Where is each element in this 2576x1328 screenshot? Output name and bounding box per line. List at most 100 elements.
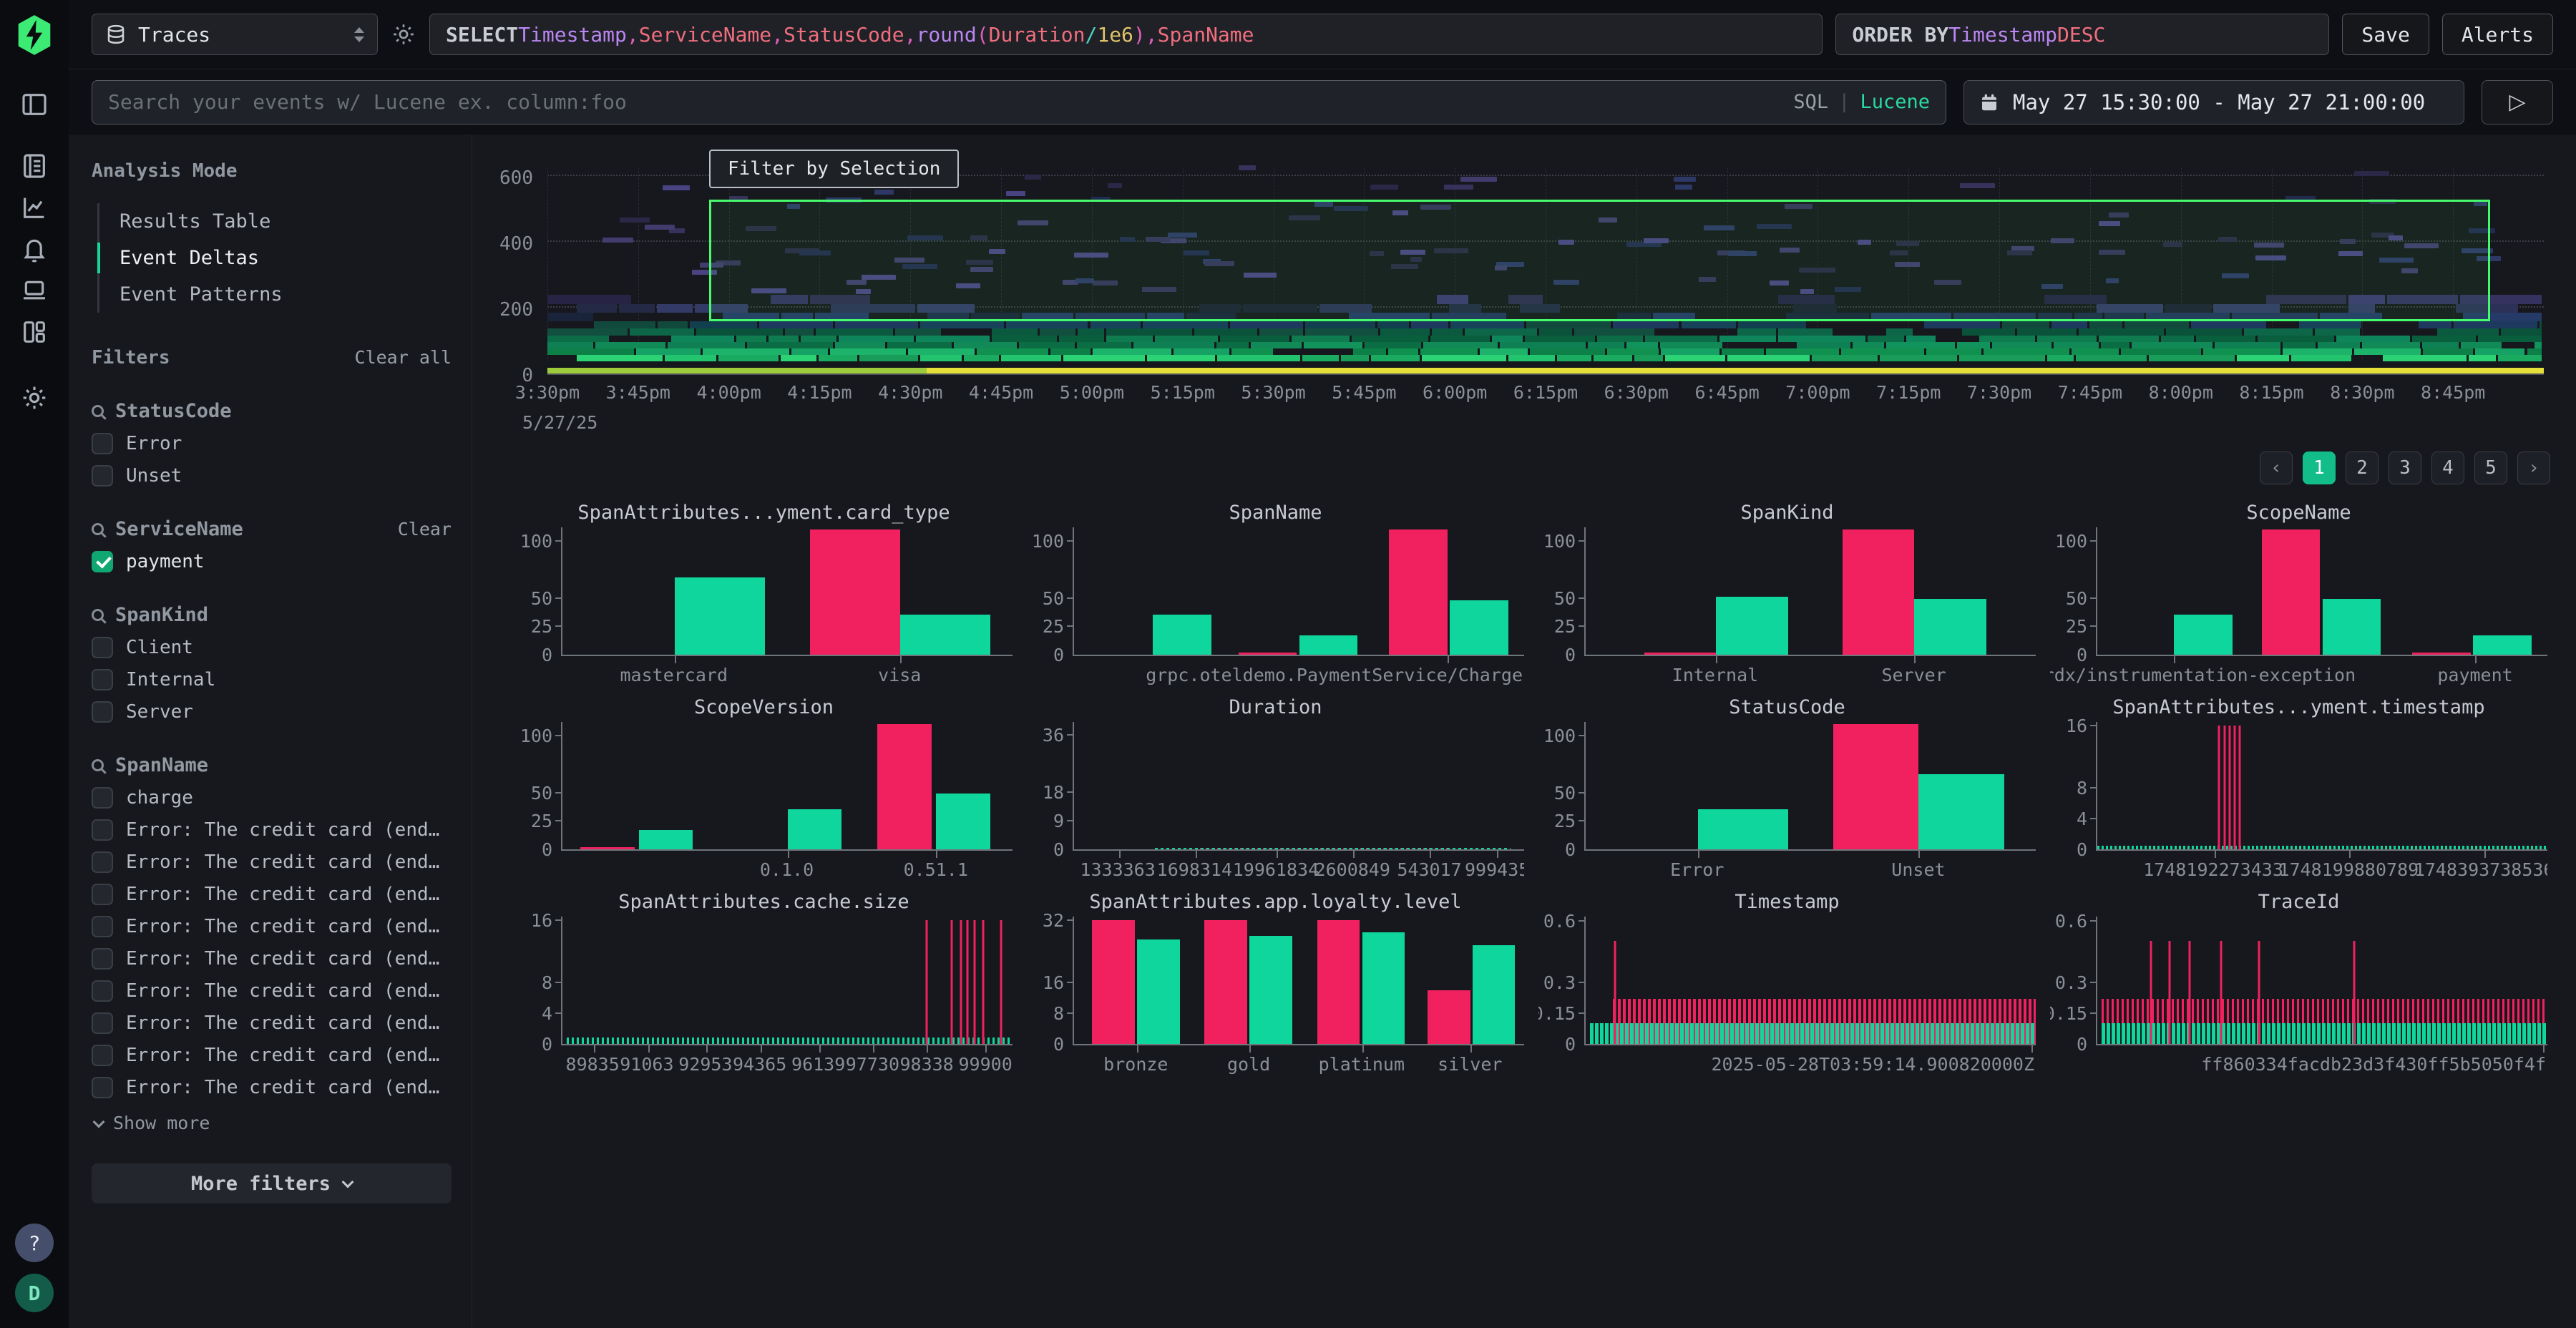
filter-checkbox[interactable] xyxy=(92,787,113,809)
app-logo-icon[interactable] xyxy=(15,14,54,56)
x-tick-label: gold xyxy=(1226,1054,1271,1075)
x-tick-mark xyxy=(2031,1045,2033,1053)
heatmap-cell xyxy=(1106,328,1192,336)
heatmap-span-dash xyxy=(1092,280,1118,286)
gear-icon[interactable] xyxy=(391,21,416,47)
laptop-icon[interactable] xyxy=(20,276,49,305)
filter-checkbox[interactable] xyxy=(92,819,113,841)
search-input[interactable]: Search your events w/ Lucene ex. column:… xyxy=(92,79,1946,125)
chart-spike-outlier xyxy=(2238,726,2241,849)
filter-checkbox[interactable] xyxy=(92,637,113,658)
source-select[interactable]: Traces xyxy=(92,14,378,55)
heatmap-cell xyxy=(1778,295,1835,304)
heatmap-cell xyxy=(1793,304,1837,313)
heatmap-cell xyxy=(1154,336,1218,342)
filters-title: Filters xyxy=(92,347,170,368)
filter-by-selection-button[interactable]: Filter by Selection xyxy=(708,150,960,188)
filter-checkbox[interactable] xyxy=(92,916,113,937)
filter-option[interactable]: Unset xyxy=(92,465,452,487)
filter-option[interactable]: Error xyxy=(92,433,452,454)
page-button-2[interactable]: 2 xyxy=(2346,451,2379,484)
filter-group-SpanKind: SpanKind Client Internal Server xyxy=(92,604,452,723)
filter-checkbox[interactable] xyxy=(92,1077,113,1098)
filter-checkbox[interactable] xyxy=(92,948,113,970)
clear-filter-button[interactable]: Clear xyxy=(397,519,452,540)
filter-checkbox[interactable] xyxy=(92,884,113,905)
language-sql[interactable]: SQL xyxy=(1793,91,1829,113)
filter-checkbox[interactable] xyxy=(92,551,113,572)
filter-checkbox[interactable] xyxy=(92,1012,113,1034)
filter-checkbox[interactable] xyxy=(92,433,113,454)
select-clause-input[interactable]: SELECT Timestamp, ServiceName, StatusCode,… xyxy=(429,14,1823,55)
chart-bar-inlier xyxy=(1698,809,1789,849)
sql-token: ) xyxy=(1133,22,1146,47)
page-button-3[interactable]: 3 xyxy=(2389,451,2421,484)
page-prev-button[interactable]: ‹ xyxy=(2260,451,2293,484)
chart-y-axis: 0 9 18 36 xyxy=(1027,722,1073,860)
settings-icon[interactable] xyxy=(20,384,49,412)
help-button[interactable]: ? xyxy=(15,1224,54,1262)
filter-option[interactable]: Error: The credit card (end… xyxy=(92,1012,452,1034)
page-button-5[interactable]: 5 xyxy=(2474,451,2507,484)
run-query-button[interactable]: ▷ xyxy=(2482,79,2553,125)
filter-option[interactable]: Server xyxy=(92,701,452,723)
layout-grid-icon[interactable] xyxy=(20,318,49,346)
avatar[interactable]: D xyxy=(15,1274,54,1312)
show-more-button[interactable]: Show more xyxy=(92,1113,452,1133)
page-button-1[interactable]: 1 xyxy=(2303,451,2336,484)
filter-option[interactable]: payment xyxy=(92,551,452,572)
heatmap-cell xyxy=(1001,355,1061,361)
heatmap-span-dash xyxy=(728,195,748,201)
heatmap-cell xyxy=(770,295,808,304)
y-tick-label: 50 xyxy=(1042,587,1064,609)
filter-option[interactable]: Error: The credit card (end… xyxy=(92,884,452,905)
date-range-picker[interactable]: May 27 15:30:00 - May 27 21:00:00 xyxy=(1963,79,2464,125)
filter-checkbox[interactable] xyxy=(92,701,113,723)
chart-spike-outlier xyxy=(973,920,976,1044)
search-placeholder: Search your events w/ Lucene ex. column:… xyxy=(108,90,627,114)
analysis-mode-event-deltas[interactable]: Event Deltas xyxy=(97,240,452,276)
orderby-clause-input[interactable]: ORDER BY Timestamp DESC xyxy=(1835,14,2330,55)
alerts-button[interactable]: Alerts xyxy=(2441,14,2553,55)
filter-checkbox[interactable] xyxy=(92,465,113,487)
chart-title: TraceId xyxy=(2258,891,2340,913)
heatmap-cell xyxy=(2044,295,2107,304)
save-button[interactable]: Save xyxy=(2342,14,2429,55)
filter-checkbox[interactable] xyxy=(92,669,113,690)
heatmap-cell xyxy=(1388,348,1419,355)
chart-selection[interactable] xyxy=(708,199,2490,321)
page-button-4[interactable]: 4 xyxy=(2431,451,2464,484)
more-filters-button[interactable]: More filters xyxy=(92,1163,452,1204)
filter-checkbox[interactable] xyxy=(92,1045,113,1066)
notebook-icon[interactable] xyxy=(20,152,49,180)
page-next-button[interactable]: › xyxy=(2517,451,2550,484)
filter-option[interactable]: Error: The credit card (end… xyxy=(92,851,452,873)
clear-all-button[interactable]: Clear all xyxy=(354,347,452,368)
filter-option[interactable]: Internal xyxy=(92,669,452,690)
chart-bar-outlier xyxy=(2261,529,2321,655)
filter-option[interactable]: Error: The credit card (end… xyxy=(92,1045,452,1066)
filter-option[interactable]: Client xyxy=(92,637,452,658)
filter-option[interactable]: Error: The credit card (end… xyxy=(92,980,452,1002)
filter-option[interactable]: charge xyxy=(92,787,452,809)
panel-left-icon[interactable] xyxy=(20,90,49,119)
line-chart-icon[interactable] xyxy=(20,193,49,222)
bell-icon[interactable] xyxy=(20,235,49,263)
source-select-value: Traces xyxy=(138,22,211,47)
filter-option[interactable]: Error: The credit card (end… xyxy=(92,1077,452,1098)
chart-bar-outlier xyxy=(1644,652,1717,655)
filter-option[interactable]: Error: The credit card (end… xyxy=(92,948,452,970)
filter-option[interactable]: Error: The credit card (end… xyxy=(92,819,452,841)
filter-checkbox[interactable] xyxy=(92,851,113,873)
analysis-mode-results-table[interactable]: Results Table xyxy=(119,210,271,233)
y-tick-label: 100 xyxy=(1543,726,1576,747)
chart-bar-outlier xyxy=(2412,652,2472,655)
search-icon xyxy=(92,405,104,417)
heatmap-v-gridline xyxy=(2271,167,2273,374)
filter-option[interactable]: Error: The credit card (end… xyxy=(92,916,452,937)
language-lucene[interactable]: Lucene xyxy=(1860,91,1930,113)
analysis-mode-event-patterns[interactable]: Event Patterns xyxy=(119,283,283,306)
filter-checkbox[interactable] xyxy=(92,980,113,1002)
events-heatmap[interactable]: Filter by Selection 600 400 200 0 xyxy=(499,150,2544,386)
heatmap-x-tick-label: 7:15pm xyxy=(1876,382,1941,403)
